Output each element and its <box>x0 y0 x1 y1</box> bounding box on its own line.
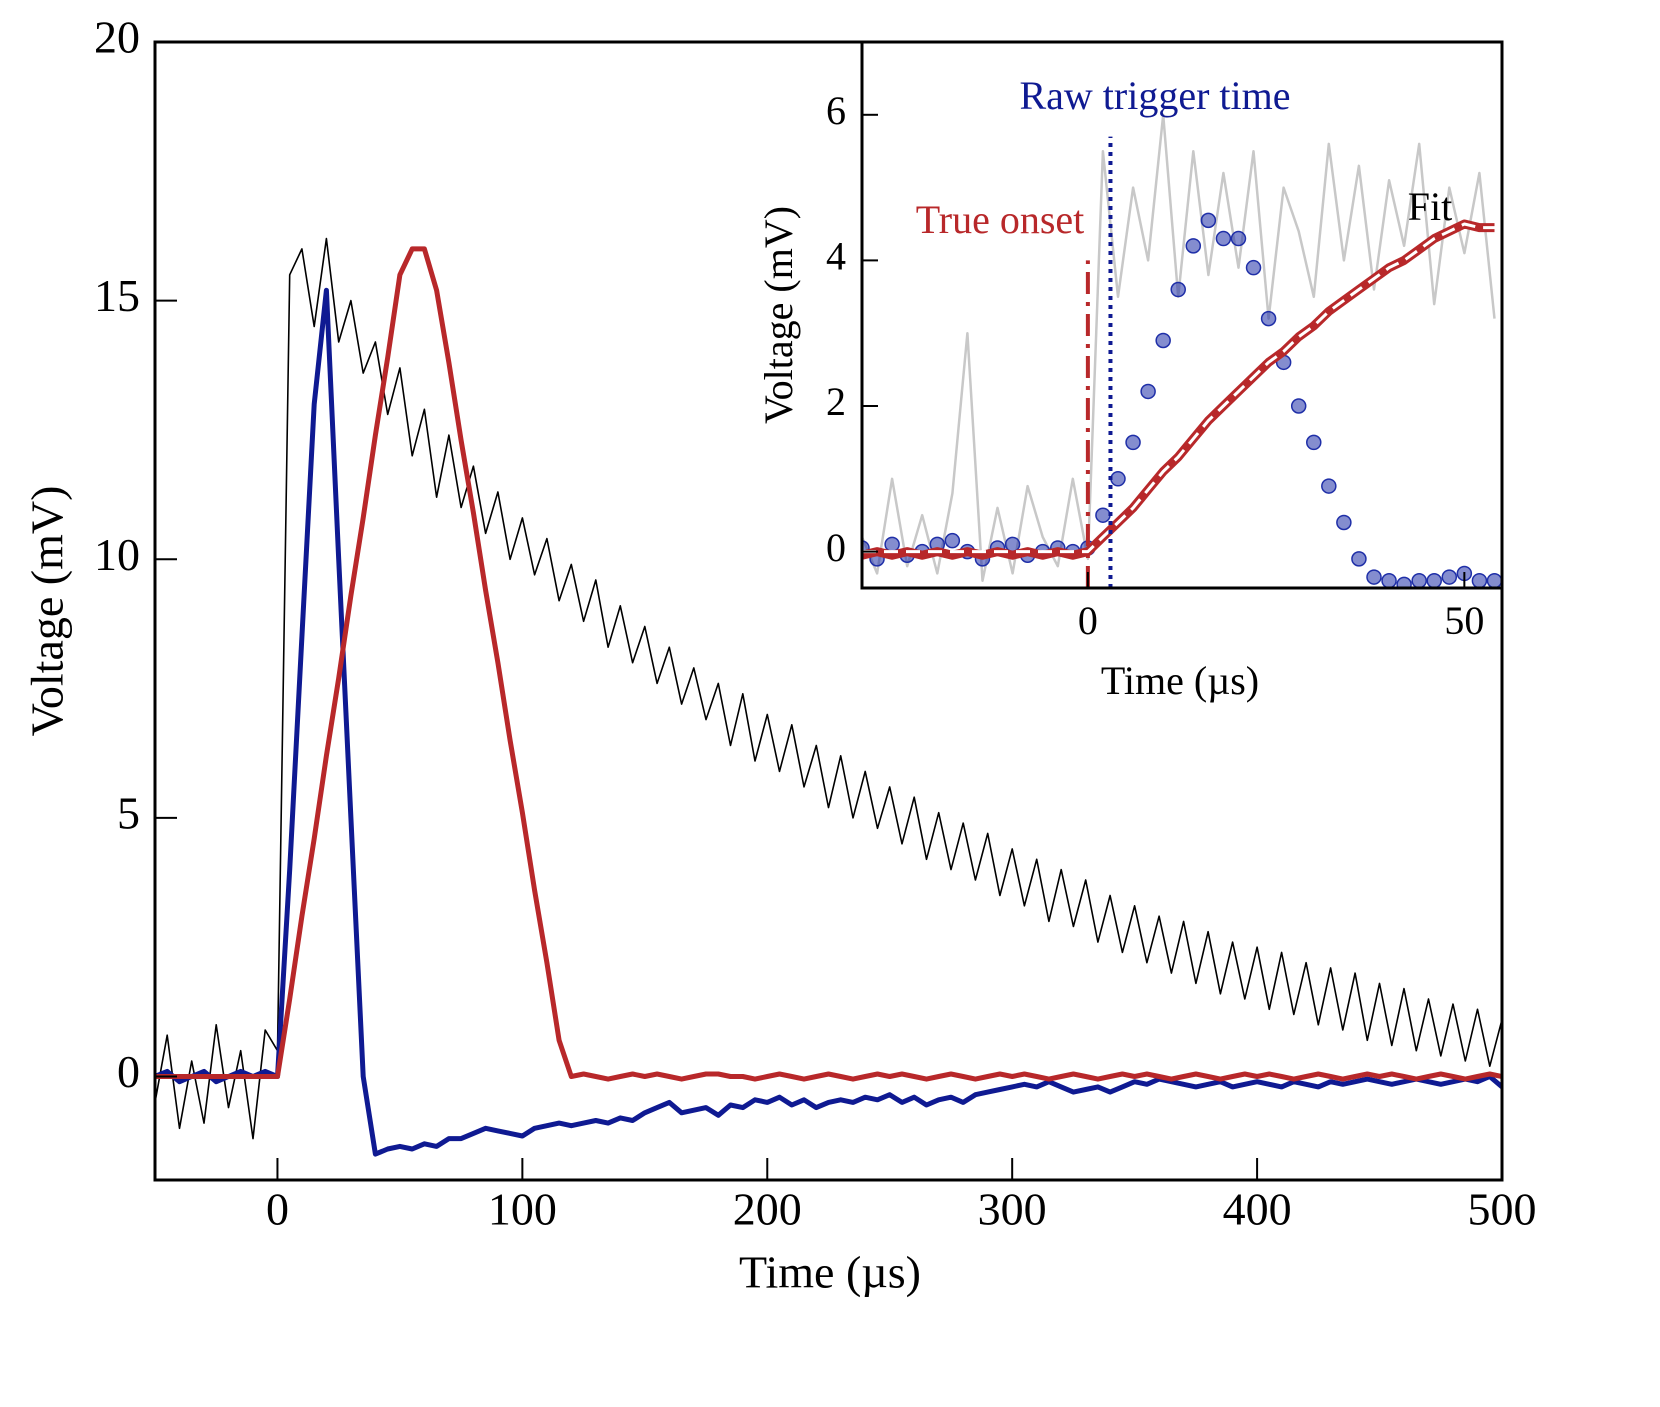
inset-background <box>862 42 1502 588</box>
marker <box>1170 281 1186 298</box>
marker <box>1441 569 1458 585</box>
marker <box>1426 572 1442 588</box>
x-axis-label: Time (µs) <box>1101 658 1259 703</box>
marker <box>1471 572 1488 588</box>
marker <box>1290 398 1307 414</box>
marker <box>1396 576 1412 588</box>
chart-1: 0 50 0 2 4 6 Time (µs) Voltage (mV) Raw trigger … <box>756 40 1504 703</box>
annotation: True onset <box>916 197 1085 242</box>
x-tick-label: 500 <box>1468 1184 1537 1235</box>
marker <box>1260 310 1277 327</box>
marker <box>1321 478 1337 494</box>
marker <box>1215 230 1232 247</box>
y-tick-label: 5 <box>117 787 140 838</box>
y-tick-label: 6 <box>826 88 846 133</box>
annotation: Raw trigger time <box>1019 73 1290 118</box>
marker <box>1004 536 1021 553</box>
x-tick-label: 200 <box>733 1184 802 1235</box>
marker <box>1411 572 1427 588</box>
x-tick-label: 400 <box>1223 1184 1292 1235</box>
y-tick-label: 10 <box>94 529 140 580</box>
marker <box>1336 514 1352 531</box>
marker <box>1125 434 1141 451</box>
y-tick-label: 20 <box>94 12 140 63</box>
x-axis-label: Time (µs) <box>739 1247 921 1298</box>
marker <box>1230 230 1247 247</box>
axes-frame <box>860 40 1504 590</box>
x-tick-label: 50 <box>1444 598 1484 643</box>
marker <box>1185 238 1202 254</box>
annotation: Fit <box>1408 184 1452 229</box>
marker <box>1306 434 1322 451</box>
y-tick-label: 0 <box>826 525 846 570</box>
series-line <box>862 222 1495 554</box>
x-tick-label: 300 <box>978 1184 1047 1235</box>
y-tick-label: 4 <box>826 234 846 279</box>
plot-area <box>155 237 1502 1157</box>
marker <box>1381 572 1397 588</box>
marker <box>1095 507 1111 523</box>
marker <box>1140 383 1156 400</box>
y-tick-label: 15 <box>94 270 140 321</box>
marker <box>1351 551 1367 567</box>
marker <box>1110 471 1126 487</box>
y-tick-label: 0 <box>117 1046 140 1097</box>
series-line <box>155 237 1502 1140</box>
x-tick-label: 0 <box>1078 598 1098 643</box>
marker <box>1200 212 1217 229</box>
marker <box>1155 332 1171 349</box>
y-axis-label: Voltage (mV) <box>756 206 801 424</box>
axes-frame <box>153 40 1504 1182</box>
marker <box>1366 569 1382 585</box>
marker <box>1245 259 1262 276</box>
series-line <box>155 246 1502 1082</box>
x-tick-label: 0 <box>266 1184 289 1235</box>
y-axis-label: Voltage (mV) <box>22 486 73 737</box>
marker <box>884 536 900 553</box>
marker <box>1486 572 1502 588</box>
x-tick-label: 100 <box>488 1184 557 1235</box>
marker <box>944 532 961 549</box>
series-line <box>155 287 1502 1157</box>
y-tick-label: 2 <box>826 379 846 424</box>
plot-area <box>862 113 1502 588</box>
